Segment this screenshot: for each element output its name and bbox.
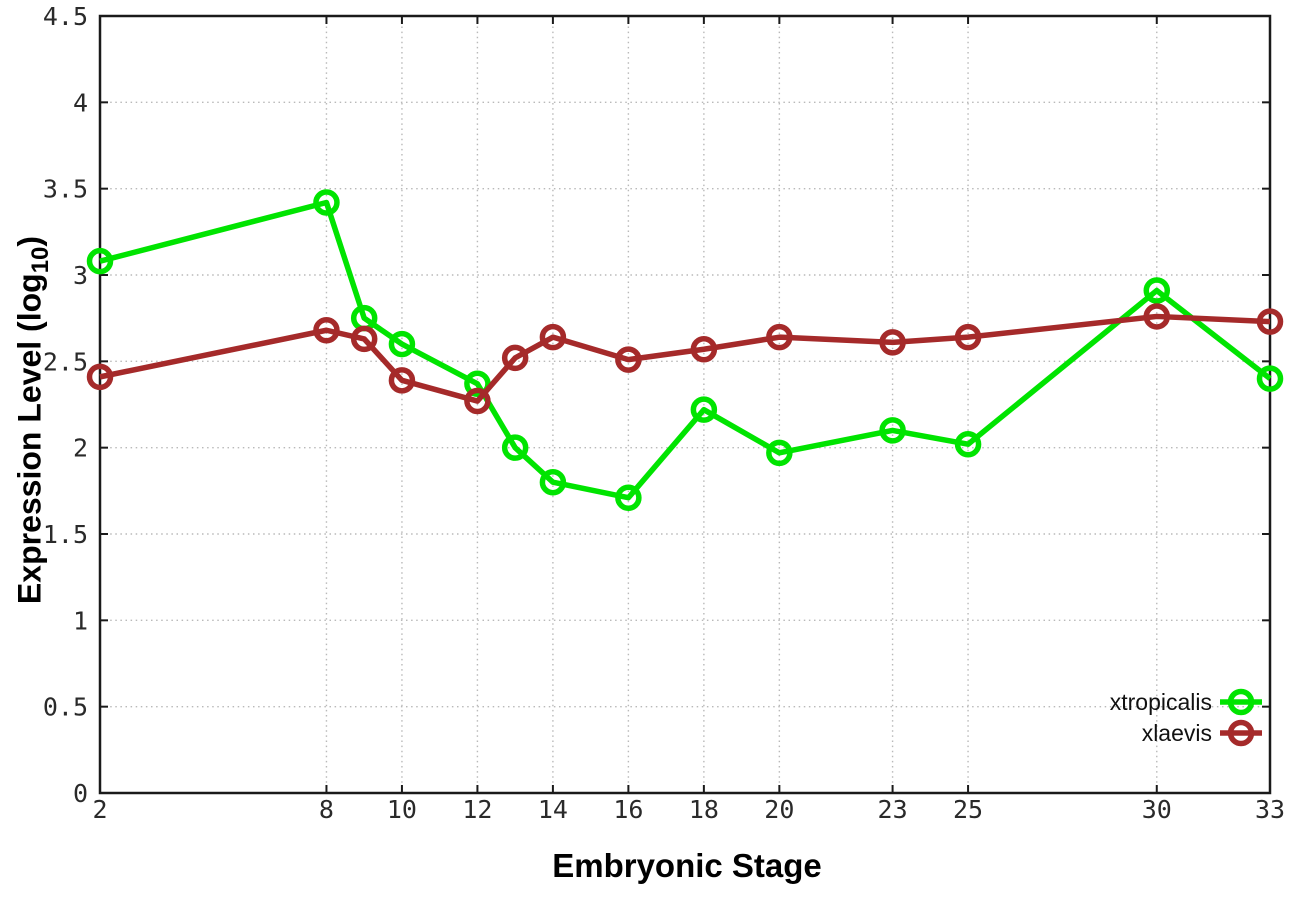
data-point-xtropicalis	[690, 396, 718, 423]
y-tick-label: 2.5	[43, 347, 88, 376]
legend-label-xtropicalis: xtropicalis	[1110, 689, 1212, 715]
data-point-xtropicalis	[313, 189, 340, 216]
x-tick-label: 8	[319, 795, 334, 824]
data-point-xtropicalis	[539, 468, 567, 496]
plot-border	[98, 14, 1272, 795]
data-point-xlaevis	[350, 325, 378, 353]
y-axis-title: Expression Level (log10)	[11, 235, 54, 605]
data-point-xtropicalis	[86, 247, 114, 275]
data-point-xlaevis	[879, 329, 906, 356]
data-point-xlaevis	[501, 344, 529, 372]
data-point-xlaevis	[690, 335, 718, 363]
data-point-xtropicalis	[954, 430, 982, 458]
x-tick-label: 2	[92, 795, 107, 824]
data-point-xtropicalis	[879, 417, 906, 444]
y-tick-label: 3.5	[43, 175, 88, 204]
data-point-xtropicalis	[501, 434, 529, 461]
x-tick-label: 33	[1255, 795, 1285, 824]
legend-marker-xlaevis	[1227, 719, 1255, 747]
data-point-xtropicalis	[1256, 365, 1284, 392]
data-point-xtropicalis	[766, 439, 793, 467]
data-point-xlaevis	[1256, 308, 1284, 335]
x-tick-label: 25	[953, 795, 983, 824]
data-point-xtropicalis	[388, 330, 416, 358]
legend-label-xlaevis: xlaevis	[1142, 720, 1212, 746]
x-tick-label: 16	[613, 795, 643, 824]
y-axis-title-end: )	[11, 235, 48, 247]
x-axis-title: Embryonic Stage	[552, 847, 822, 884]
data-point-xlaevis	[388, 367, 416, 394]
y-tick-label: 3	[73, 261, 88, 290]
x-tick-label: 23	[878, 795, 908, 824]
y-tick-label: 1	[73, 606, 88, 635]
y-axis-title-main: Expression Level (log	[11, 273, 48, 605]
data-point-xlaevis	[766, 323, 793, 351]
y-axis-title-subscript: 10	[26, 246, 54, 274]
data-point-xtropicalis	[1143, 277, 1171, 304]
data-point-xlaevis	[313, 317, 340, 344]
data-point-xlaevis	[954, 323, 982, 351]
y-tick-label: 4	[73, 88, 88, 117]
data-point-xlaevis	[539, 323, 567, 351]
legend-marker-xtropicalis	[1227, 688, 1255, 716]
y-tick-label: 2	[73, 434, 88, 463]
data-point-xtropicalis	[464, 370, 491, 398]
x-tick-label: 12	[462, 795, 492, 824]
y-tick-label: 4.5	[43, 2, 88, 31]
data-point-xtropicalis	[615, 484, 642, 511]
legend: xtropicalis xlaevis	[1110, 688, 1262, 747]
x-tick-label: 10	[387, 795, 417, 824]
series-line-xlaevis	[99, 313, 1271, 404]
data-point-xlaevis	[1143, 303, 1171, 330]
data-point-xlaevis	[86, 363, 114, 391]
y-tick-label: 1.5	[43, 520, 88, 549]
y-tick-label: 0.5	[43, 693, 88, 722]
x-tick-label: 20	[764, 795, 794, 824]
data-point-xlaevis	[464, 387, 491, 415]
x-tick-label: 18	[689, 795, 719, 824]
x-tick-label: 14	[538, 795, 568, 824]
y-tick-label: 0	[73, 779, 88, 808]
x-tick-label: 30	[1142, 795, 1172, 824]
data-point-xlaevis	[615, 346, 642, 373]
